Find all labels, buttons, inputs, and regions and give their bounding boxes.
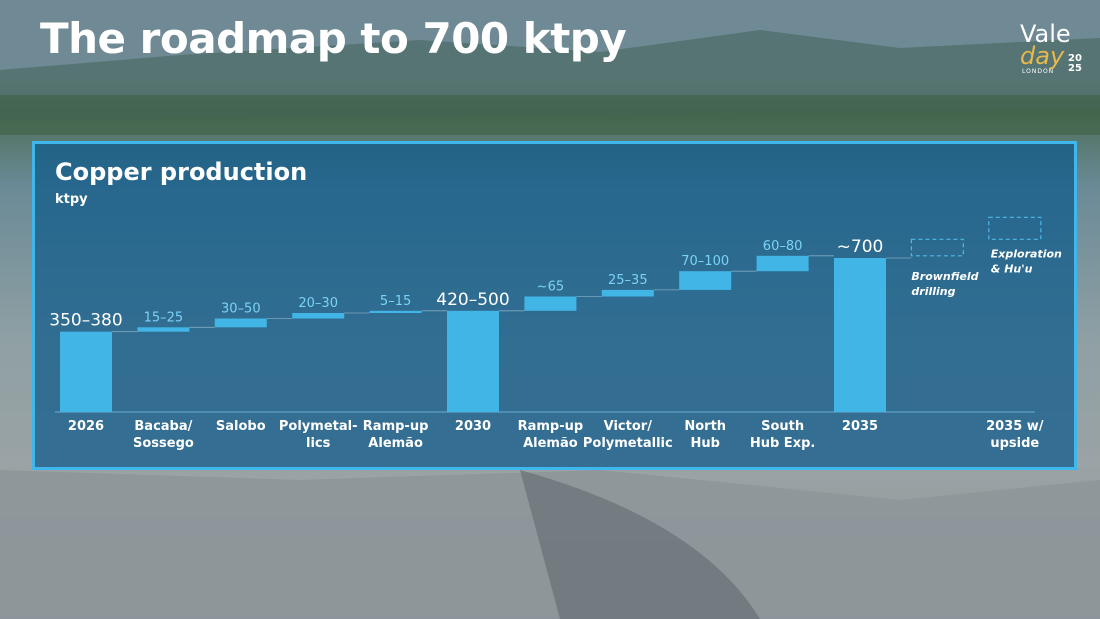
vale-day-logo: Vale day LONDON 20 25 bbox=[1012, 20, 1092, 80]
category-label: 2026 bbox=[68, 419, 104, 434]
category-label: Alemão bbox=[523, 436, 578, 451]
category-label: Polymetallic bbox=[583, 436, 673, 451]
logo-event: day bbox=[1020, 42, 1065, 70]
category-label: Alemão bbox=[368, 436, 423, 451]
category-label: Bacaba/ bbox=[134, 419, 192, 434]
data-label: 5–15 bbox=[380, 294, 411, 309]
annotation-label: Brownfield bbox=[911, 270, 978, 283]
delta-bar bbox=[756, 255, 809, 272]
logo-brand: Vale bbox=[1020, 20, 1071, 48]
logo-year-top: 20 bbox=[1068, 53, 1082, 64]
category-label: Hub bbox=[690, 436, 719, 451]
total-bar bbox=[834, 258, 886, 412]
category-label: lics bbox=[306, 436, 331, 451]
delta-bar bbox=[524, 296, 577, 311]
category-label: 2035 w/ bbox=[986, 419, 1044, 434]
category-label: Hub Exp. bbox=[750, 436, 815, 451]
category-label: Ramp-up bbox=[363, 419, 429, 434]
slide-title: The roadmap to 700 ktpy bbox=[40, 14, 627, 63]
category-label: Ramp-up bbox=[518, 419, 584, 434]
data-label: 25–35 bbox=[608, 273, 648, 288]
data-label: 350–380 bbox=[49, 311, 122, 331]
annotation-label: & Hu'u bbox=[991, 262, 1033, 275]
data-label: 60–80 bbox=[763, 239, 803, 254]
data-label: ~700 bbox=[837, 237, 884, 257]
placeholder-bar bbox=[988, 216, 1042, 240]
waterfall-chart: 350–380 2026 15–25 Bacaba/Sossego 30–50 Salob… bbox=[49, 216, 1062, 451]
delta-bar bbox=[292, 313, 345, 319]
category-label: Sossego bbox=[133, 436, 194, 451]
category-label: 2035 bbox=[842, 419, 878, 434]
category-label: Victor/ bbox=[604, 419, 653, 434]
chart-panel: Copper production ktpy 350–380 2026 15–25 B… bbox=[32, 141, 1077, 470]
placeholder-bar bbox=[910, 238, 965, 257]
data-label: 70–100 bbox=[681, 254, 729, 269]
annotation-label: drilling bbox=[911, 285, 955, 298]
data-label: 420–500 bbox=[436, 290, 509, 310]
data-label: 20–30 bbox=[298, 296, 338, 311]
category-label: South bbox=[761, 419, 804, 434]
chart-title: Copper production bbox=[55, 158, 308, 186]
category-label: Salobo bbox=[216, 419, 266, 434]
category-label: upside bbox=[990, 436, 1039, 451]
delta-bar bbox=[214, 318, 267, 328]
total-bar bbox=[447, 310, 499, 412]
logo-year: 20 25 bbox=[1068, 54, 1082, 74]
chart-unit-label: ktpy bbox=[55, 192, 88, 207]
delta-bar bbox=[679, 271, 732, 290]
category-label: 2030 bbox=[455, 419, 491, 434]
annotation-label: Exploration bbox=[991, 247, 1062, 260]
category-label: Polymetal- bbox=[279, 419, 358, 434]
delta-bar bbox=[137, 327, 190, 332]
total-bar bbox=[60, 331, 112, 412]
data-label: 30–50 bbox=[221, 302, 261, 317]
data-label: ~65 bbox=[537, 280, 564, 295]
logo-city: LONDON bbox=[1022, 68, 1055, 75]
delta-bar bbox=[601, 289, 654, 297]
data-label: 15–25 bbox=[144, 310, 184, 325]
logo-year-bottom: 25 bbox=[1068, 63, 1082, 74]
delta-bar bbox=[369, 310, 422, 313]
category-label: North bbox=[684, 419, 726, 434]
